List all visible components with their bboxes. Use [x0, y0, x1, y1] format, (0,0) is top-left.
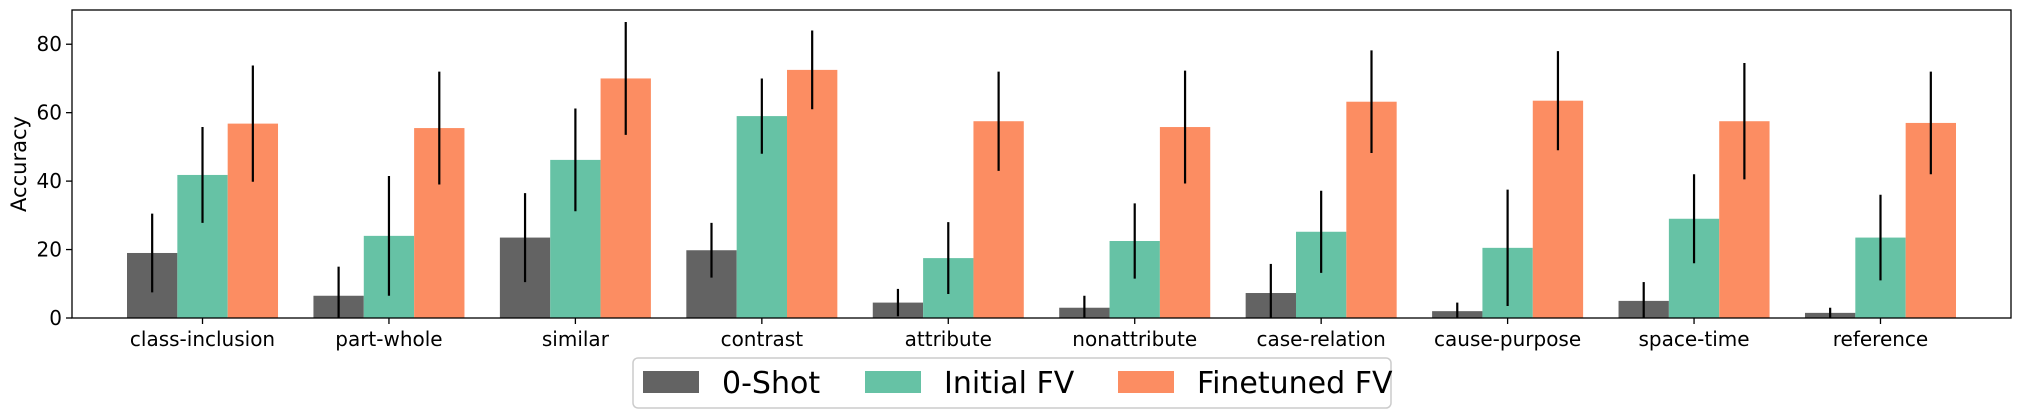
x-tick-label-reference: reference — [1833, 327, 1929, 351]
y-tick-label: 80 — [37, 32, 62, 56]
y-tick-label: 40 — [37, 169, 62, 193]
legend-swatch-finetuned-fv — [1118, 371, 1174, 393]
y-tick-label: 0 — [49, 306, 62, 330]
y-tick-label: 60 — [37, 101, 62, 125]
x-tick-label-cause-purpose: cause-purpose — [1434, 327, 1581, 351]
x-tick-label-class-inclusion: class-inclusion — [130, 327, 275, 351]
x-tick-label-similar: similar — [542, 327, 610, 351]
x-tick-label-nonattribute: nonattribute — [1072, 327, 1197, 351]
plot-frame — [71, 9, 2012, 319]
legend: 0-Shot Initial FV Finetuned FV — [632, 357, 1393, 409]
legend-label-initial-fv: Initial FV — [944, 366, 1075, 401]
bar-finetuned-fv-contrast — [787, 69, 838, 318]
x-tick-label-attribute: attribute — [905, 327, 992, 351]
x-axis: class-inclusion part-whole similar contrast… — [130, 318, 1928, 351]
y-tick-label: 20 — [37, 238, 62, 262]
legend-swatch-0-shot — [643, 371, 699, 393]
x-tick-label-case-relation: case-relation — [1256, 327, 1385, 351]
legend-box — [632, 357, 1392, 409]
x-tick-label-space-time: space-time — [1639, 327, 1750, 351]
x-tick-label-contrast: contrast — [721, 327, 804, 351]
bars-layer — [127, 69, 1956, 319]
y-axis-label: Accuracy — [7, 116, 31, 212]
x-tick-label-part-whole: part-whole — [335, 327, 442, 351]
error-bars-layer — [151, 21, 1932, 318]
legend-label-0-shot: 0-Shot — [722, 366, 820, 401]
legend-label-finetuned-fv: Finetuned FV — [1197, 366, 1393, 401]
legend-swatch-initial-fv — [865, 371, 921, 393]
y-axis: 0 20 40 60 80 — [37, 32, 72, 330]
